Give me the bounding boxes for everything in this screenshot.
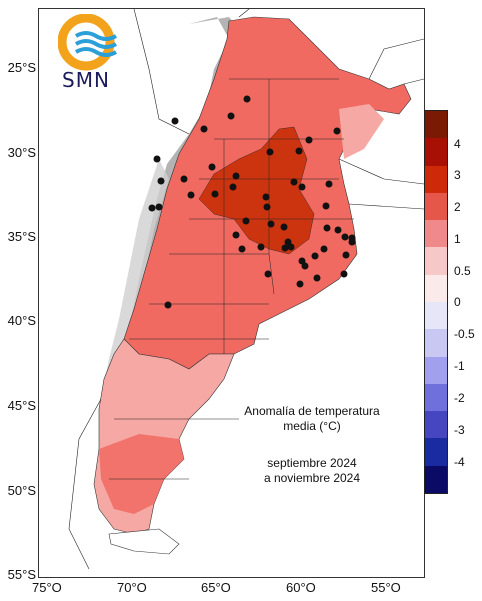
lon-label: 65°O <box>201 580 231 595</box>
map-frame <box>38 8 425 578</box>
legend-color-cell <box>425 274 447 303</box>
lon-label: 60°O <box>286 580 316 595</box>
legend-label: -1 <box>454 359 465 373</box>
lat-label: 45°S <box>7 398 36 413</box>
legend-color-cell <box>425 165 447 194</box>
legend-color-cell <box>425 356 447 385</box>
legend-label: 4 <box>454 137 461 151</box>
lat-label: 30°S <box>7 145 36 160</box>
legend-color-cell <box>425 247 447 276</box>
legend-color-cell <box>425 329 447 358</box>
legend-color-cell <box>425 302 447 330</box>
tierra-del-fuego <box>108 528 180 555</box>
station-markers <box>148 95 356 309</box>
legend-color-cell <box>425 138 447 167</box>
legend-color-cell <box>425 438 447 467</box>
legend-label: 2 <box>454 200 461 214</box>
period-line2: a noviembre 2024 <box>263 471 361 485</box>
legend-color-cell <box>425 383 447 412</box>
andes-terrain-light <box>101 159 169 399</box>
argentina-anomaly-map <box>68 9 424 570</box>
legend-label: 1 <box>454 232 461 246</box>
legend-color-cell <box>425 192 447 221</box>
legend-color-cell <box>425 220 447 248</box>
legend-color-cell <box>425 465 447 494</box>
legend-label: -3 <box>454 423 465 437</box>
period-line1: septiembre 2024 <box>267 456 357 470</box>
lon-label: 55°O <box>371 580 401 595</box>
logo-text: SMN <box>62 68 110 92</box>
legend-color-cell <box>425 411 447 439</box>
legend-label: -0.5 <box>454 327 475 341</box>
legend-label: 0.5 <box>454 264 471 278</box>
mesopotamia-region-0-5-1 <box>339 104 384 159</box>
lat-label: 35°S <box>7 229 36 244</box>
smn-logo <box>57 13 124 94</box>
legend-label: 0 <box>454 295 461 309</box>
map-title-line1: Anomalía de temperatura <box>244 404 380 418</box>
color-legend <box>424 110 448 494</box>
patagonia-region-1-2-south <box>99 434 184 514</box>
legend-label: -4 <box>454 455 465 469</box>
legend-label: -2 <box>454 391 465 405</box>
legend-label: 3 <box>454 168 461 182</box>
lon-label: 70°O <box>117 580 147 595</box>
lon-label: 75°O <box>32 580 62 595</box>
country-borders <box>68 9 424 570</box>
lat-label: 40°S <box>7 313 36 328</box>
map-title-line2: media (°C) <box>283 419 341 433</box>
lat-label: 25°S <box>7 60 36 75</box>
lat-label: 50°S <box>7 483 36 498</box>
legend-color-cell <box>425 111 447 139</box>
lat-label: 55°S <box>7 567 36 582</box>
